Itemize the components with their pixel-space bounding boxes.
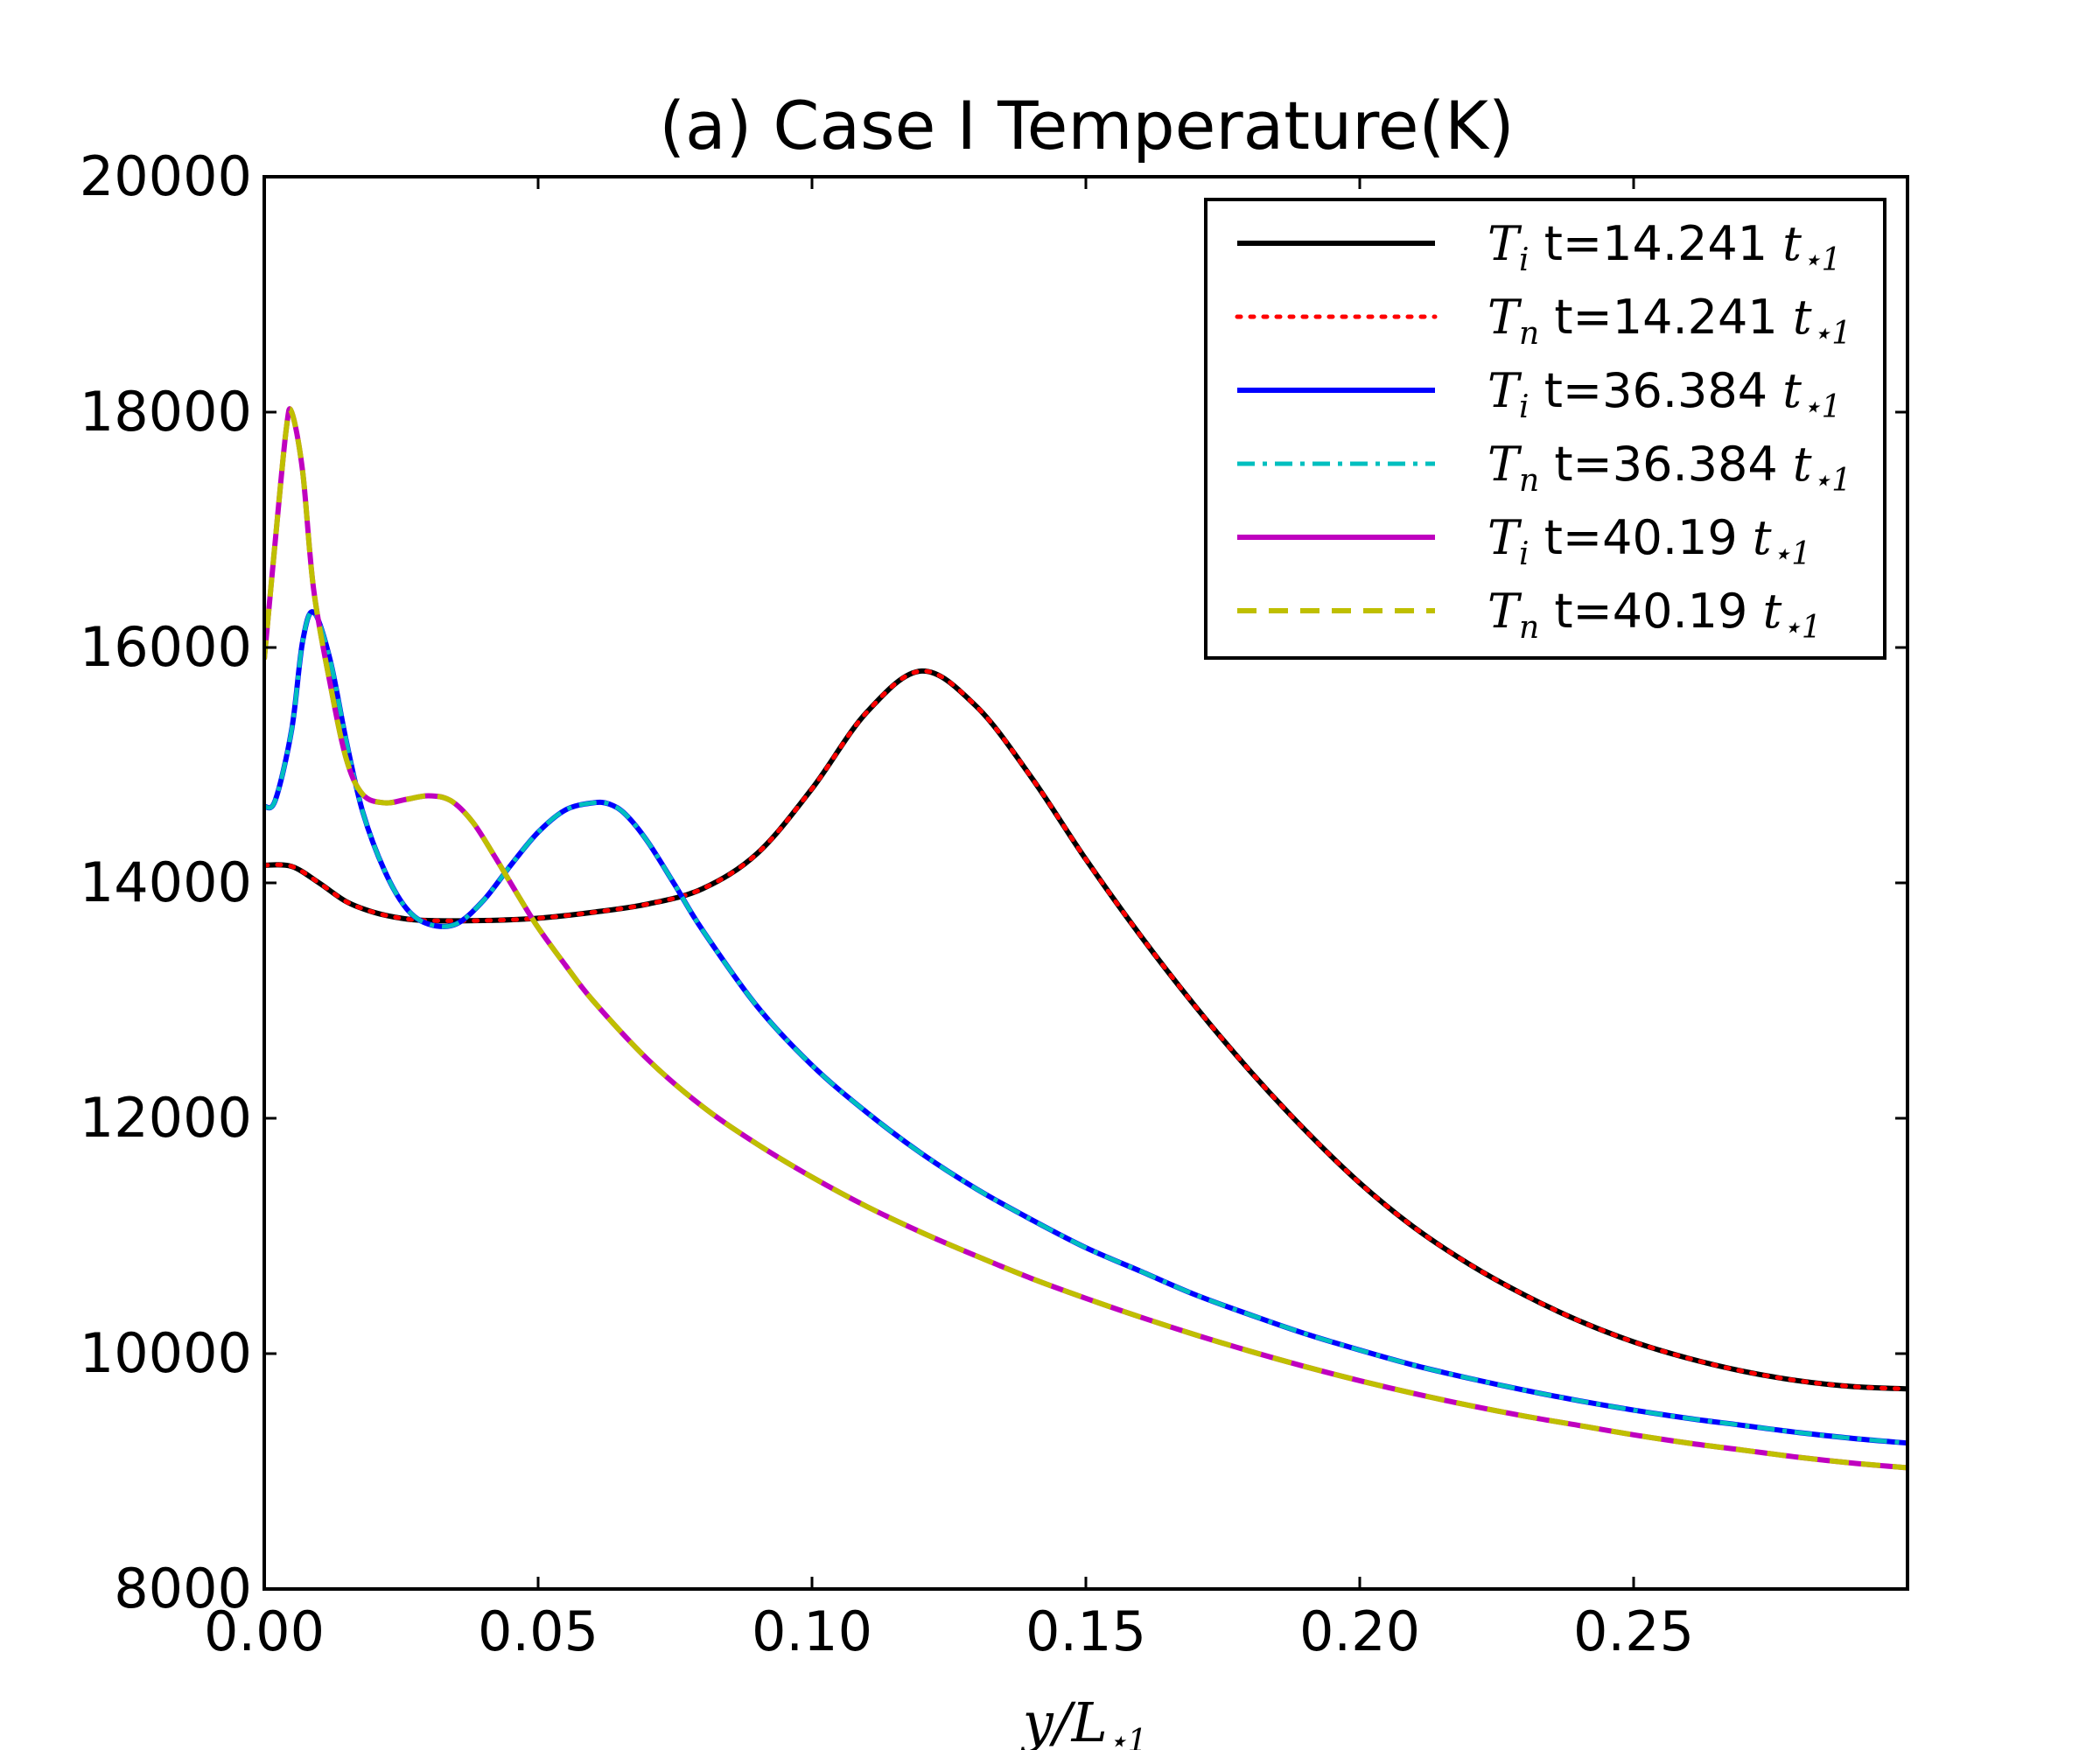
x-tick-label: 0.00	[204, 1600, 325, 1663]
legend-label-1: Ti t=14.241 t⋆1	[1488, 216, 1841, 278]
y-tick-label: 14000	[80, 850, 252, 914]
y-tick-label: 18000	[80, 380, 252, 444]
series-layer	[264, 406, 1908, 1471]
x-axis-label: y/L⋆1	[1020, 1690, 1148, 1750]
x-tick-label: 0.15	[1026, 1600, 1146, 1663]
legend-label-4: Tn t=36.384 t⋆1	[1488, 437, 1852, 499]
series-line-3	[264, 609, 1908, 1446]
x-tick-label: 0.10	[752, 1600, 872, 1663]
series-line-1	[264, 668, 1908, 1392]
legend-frame	[1204, 198, 1886, 660]
y-tick-label: 16000	[80, 615, 252, 679]
series-line-2	[264, 668, 1908, 1391]
x-axis-label-denom: L	[1071, 1690, 1108, 1750]
y-tick-label: 20000	[80, 144, 252, 208]
x-axis-label-slash: /	[1049, 1690, 1076, 1750]
x-axis-label-var: y	[1020, 1690, 1054, 1750]
y-tick-label: 10000	[80, 1321, 252, 1385]
x-tick-label: 0.05	[478, 1600, 598, 1663]
ticks-layer: 0.00 0.05 0.10 0.15 0.20 0.25 8000 10000 12000 14…	[80, 144, 1908, 1663]
chart-title: (a) Case I Temperature(K)	[659, 87, 1514, 164]
x-tick-label: 0.25	[1573, 1600, 1694, 1663]
x-tick-label: 0.20	[1299, 1600, 1420, 1663]
legend-label-3: Ti t=36.384 t⋆1	[1488, 363, 1841, 425]
legend-label-6: Tn t=40.19 t⋆1	[1488, 584, 1822, 646]
x-axis-label-sub: ⋆1	[1108, 1724, 1147, 1750]
series-line-6	[264, 406, 1908, 1471]
y-tick-label: 12000	[80, 1086, 252, 1150]
y-tick-label: 8000	[114, 1557, 252, 1620]
series-line-4	[264, 609, 1908, 1446]
legend-items: Ti t=14.241 t⋆1 Tn t=14.241 t⋆1 Ti t=36.38…	[1235, 216, 1852, 646]
legend-label-5: Ti t=40.19 t⋆1	[1488, 510, 1811, 572]
legend-label-2: Tn t=14.241 t⋆1	[1488, 290, 1852, 352]
legend: Ti t=14.241 t⋆1 Tn t=14.241 t⋆1 Ti t=36.38…	[1204, 198, 1886, 660]
